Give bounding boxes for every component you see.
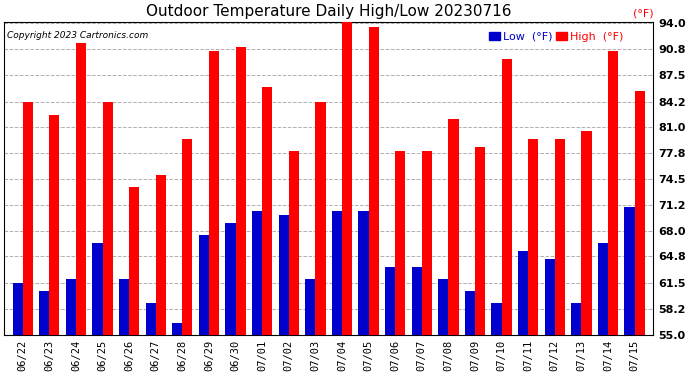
Bar [465,291,475,335]
Bar [12,283,23,335]
Bar [103,102,112,335]
Bar [252,211,262,335]
Bar [502,59,512,335]
Bar [598,243,608,335]
Bar [412,267,422,335]
Bar [635,91,644,335]
Bar [438,279,449,335]
Bar [342,20,352,335]
Bar [76,43,86,335]
Bar [448,119,459,335]
Bar [66,279,76,335]
Bar [119,279,129,335]
Bar [172,323,182,335]
Bar [555,139,565,335]
Bar [209,51,219,335]
Bar [199,235,209,335]
Bar [279,215,289,335]
Bar [385,267,395,335]
Legend: Low  (°F), High  (°F): Low (°F), High (°F) [484,27,628,46]
Bar [305,279,315,335]
Bar [315,102,326,335]
Bar [289,151,299,335]
Bar [368,27,379,335]
Text: (°F): (°F) [633,9,653,19]
Bar [475,147,485,335]
Bar [23,102,33,335]
Bar [146,303,156,335]
Text: Copyright 2023 Cartronics.com: Copyright 2023 Cartronics.com [8,31,148,40]
Bar [226,223,235,335]
Bar [235,47,246,335]
Bar [582,131,591,335]
Bar [608,51,618,335]
Bar [529,139,538,335]
Bar [50,115,59,335]
Bar [156,175,166,335]
Bar [491,303,502,335]
Bar [518,251,529,335]
Bar [422,151,432,335]
Bar [129,187,139,335]
Bar [544,259,555,335]
Bar [92,243,103,335]
Bar [571,303,582,335]
Bar [182,139,193,335]
Bar [39,291,50,335]
Bar [332,211,342,335]
Bar [624,207,635,335]
Title: Outdoor Temperature Daily High/Low 20230716: Outdoor Temperature Daily High/Low 20230… [146,4,511,19]
Bar [359,211,368,335]
Bar [395,151,405,335]
Bar [262,87,273,335]
